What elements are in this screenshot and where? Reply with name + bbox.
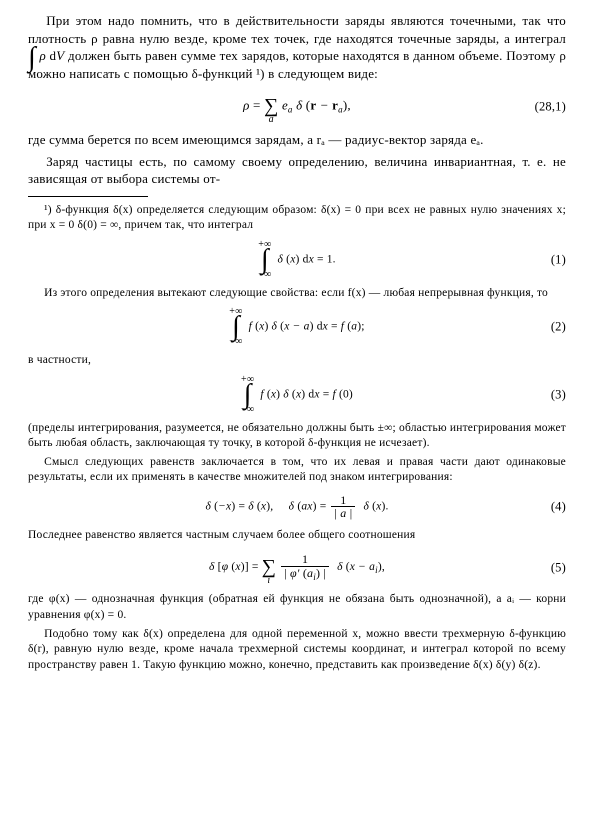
fn-eq-2: +∞∫−∞ f (x) δ (x − a) dx = f (a); (2) bbox=[28, 307, 566, 347]
fn-p4: (пределы интегрирования, разумеется, не … bbox=[28, 421, 566, 452]
eq-number: (5) bbox=[551, 560, 566, 577]
text: При этом надо помнить, что в действитель… bbox=[28, 13, 566, 46]
fn-eq-4: δ (−x) = δ (x), δ (ax) = 1| a | δ (x). (… bbox=[28, 492, 566, 522]
eq-body: δ (−x) = δ (x), δ (ax) = 1| a | δ (x). bbox=[205, 494, 388, 520]
para-2: где сумма берется по всем имеющимся заря… bbox=[28, 131, 566, 149]
eq-body: ρ = ∑a ea δ (r − ra), bbox=[243, 88, 351, 125]
eq-number: (2) bbox=[551, 319, 566, 336]
fn-p7: где φ(x) — однозначная функция (обратная… bbox=[28, 592, 566, 623]
fn-p5: Смысл следующих равенств заключается в т… bbox=[28, 455, 566, 486]
eq-number: (3) bbox=[551, 386, 566, 403]
para-3: Заряд частицы есть, по самому своему опр… bbox=[28, 153, 566, 188]
fn-eq-5: δ [φ (x)] = ∑i 1| φ′ (ai) | δ (x − ai), … bbox=[28, 549, 566, 586]
eq-body: δ [φ (x)] = ∑i 1| φ′ (ai) | δ (x − ai), bbox=[209, 549, 385, 586]
footnote-rule bbox=[28, 196, 148, 197]
fn-eq-1: +∞∫−∞ δ (x) dx = 1. (1) bbox=[28, 240, 566, 280]
eq-body: +∞∫−∞ f (x) δ (x − a) dx = f (a); bbox=[229, 307, 364, 347]
eq-number: (1) bbox=[551, 251, 566, 268]
fn-p6: Последнее равенство является частным слу… bbox=[28, 528, 566, 544]
fn-p8: Подобно тому как δ(x) определена для одн… bbox=[28, 627, 566, 674]
footnote-block: ¹) δ-функция δ(x) определяется следующим… bbox=[28, 203, 566, 673]
inline-integral: ∫ ρ dV bbox=[28, 48, 64, 63]
eq-number: (4) bbox=[551, 499, 566, 516]
page: При этом надо помнить, что в действитель… bbox=[0, 0, 590, 838]
fn-p2: Из этого определения вытекают следующие … bbox=[28, 286, 566, 302]
para-1: При этом надо помнить, что в действитель… bbox=[28, 12, 566, 82]
eq-body: +∞∫−∞ δ (x) dx = 1. bbox=[258, 240, 336, 280]
fn-eq-3: +∞∫−∞ f (x) δ (x) dx = f (0) (3) bbox=[28, 375, 566, 415]
equation-28-1: ρ = ∑a ea δ (r − ra), (28,1) bbox=[28, 88, 566, 125]
eq-body: +∞∫−∞ f (x) δ (x) dx = f (0) bbox=[241, 375, 353, 415]
eq-number: (28,1) bbox=[535, 98, 566, 115]
fn-p1: ¹) δ-функция δ(x) определяется следующим… bbox=[28, 203, 566, 234]
text: должен быть равен сумме тех зарядов, кот… bbox=[28, 48, 566, 81]
fn-p3: в частности, bbox=[28, 353, 566, 369]
